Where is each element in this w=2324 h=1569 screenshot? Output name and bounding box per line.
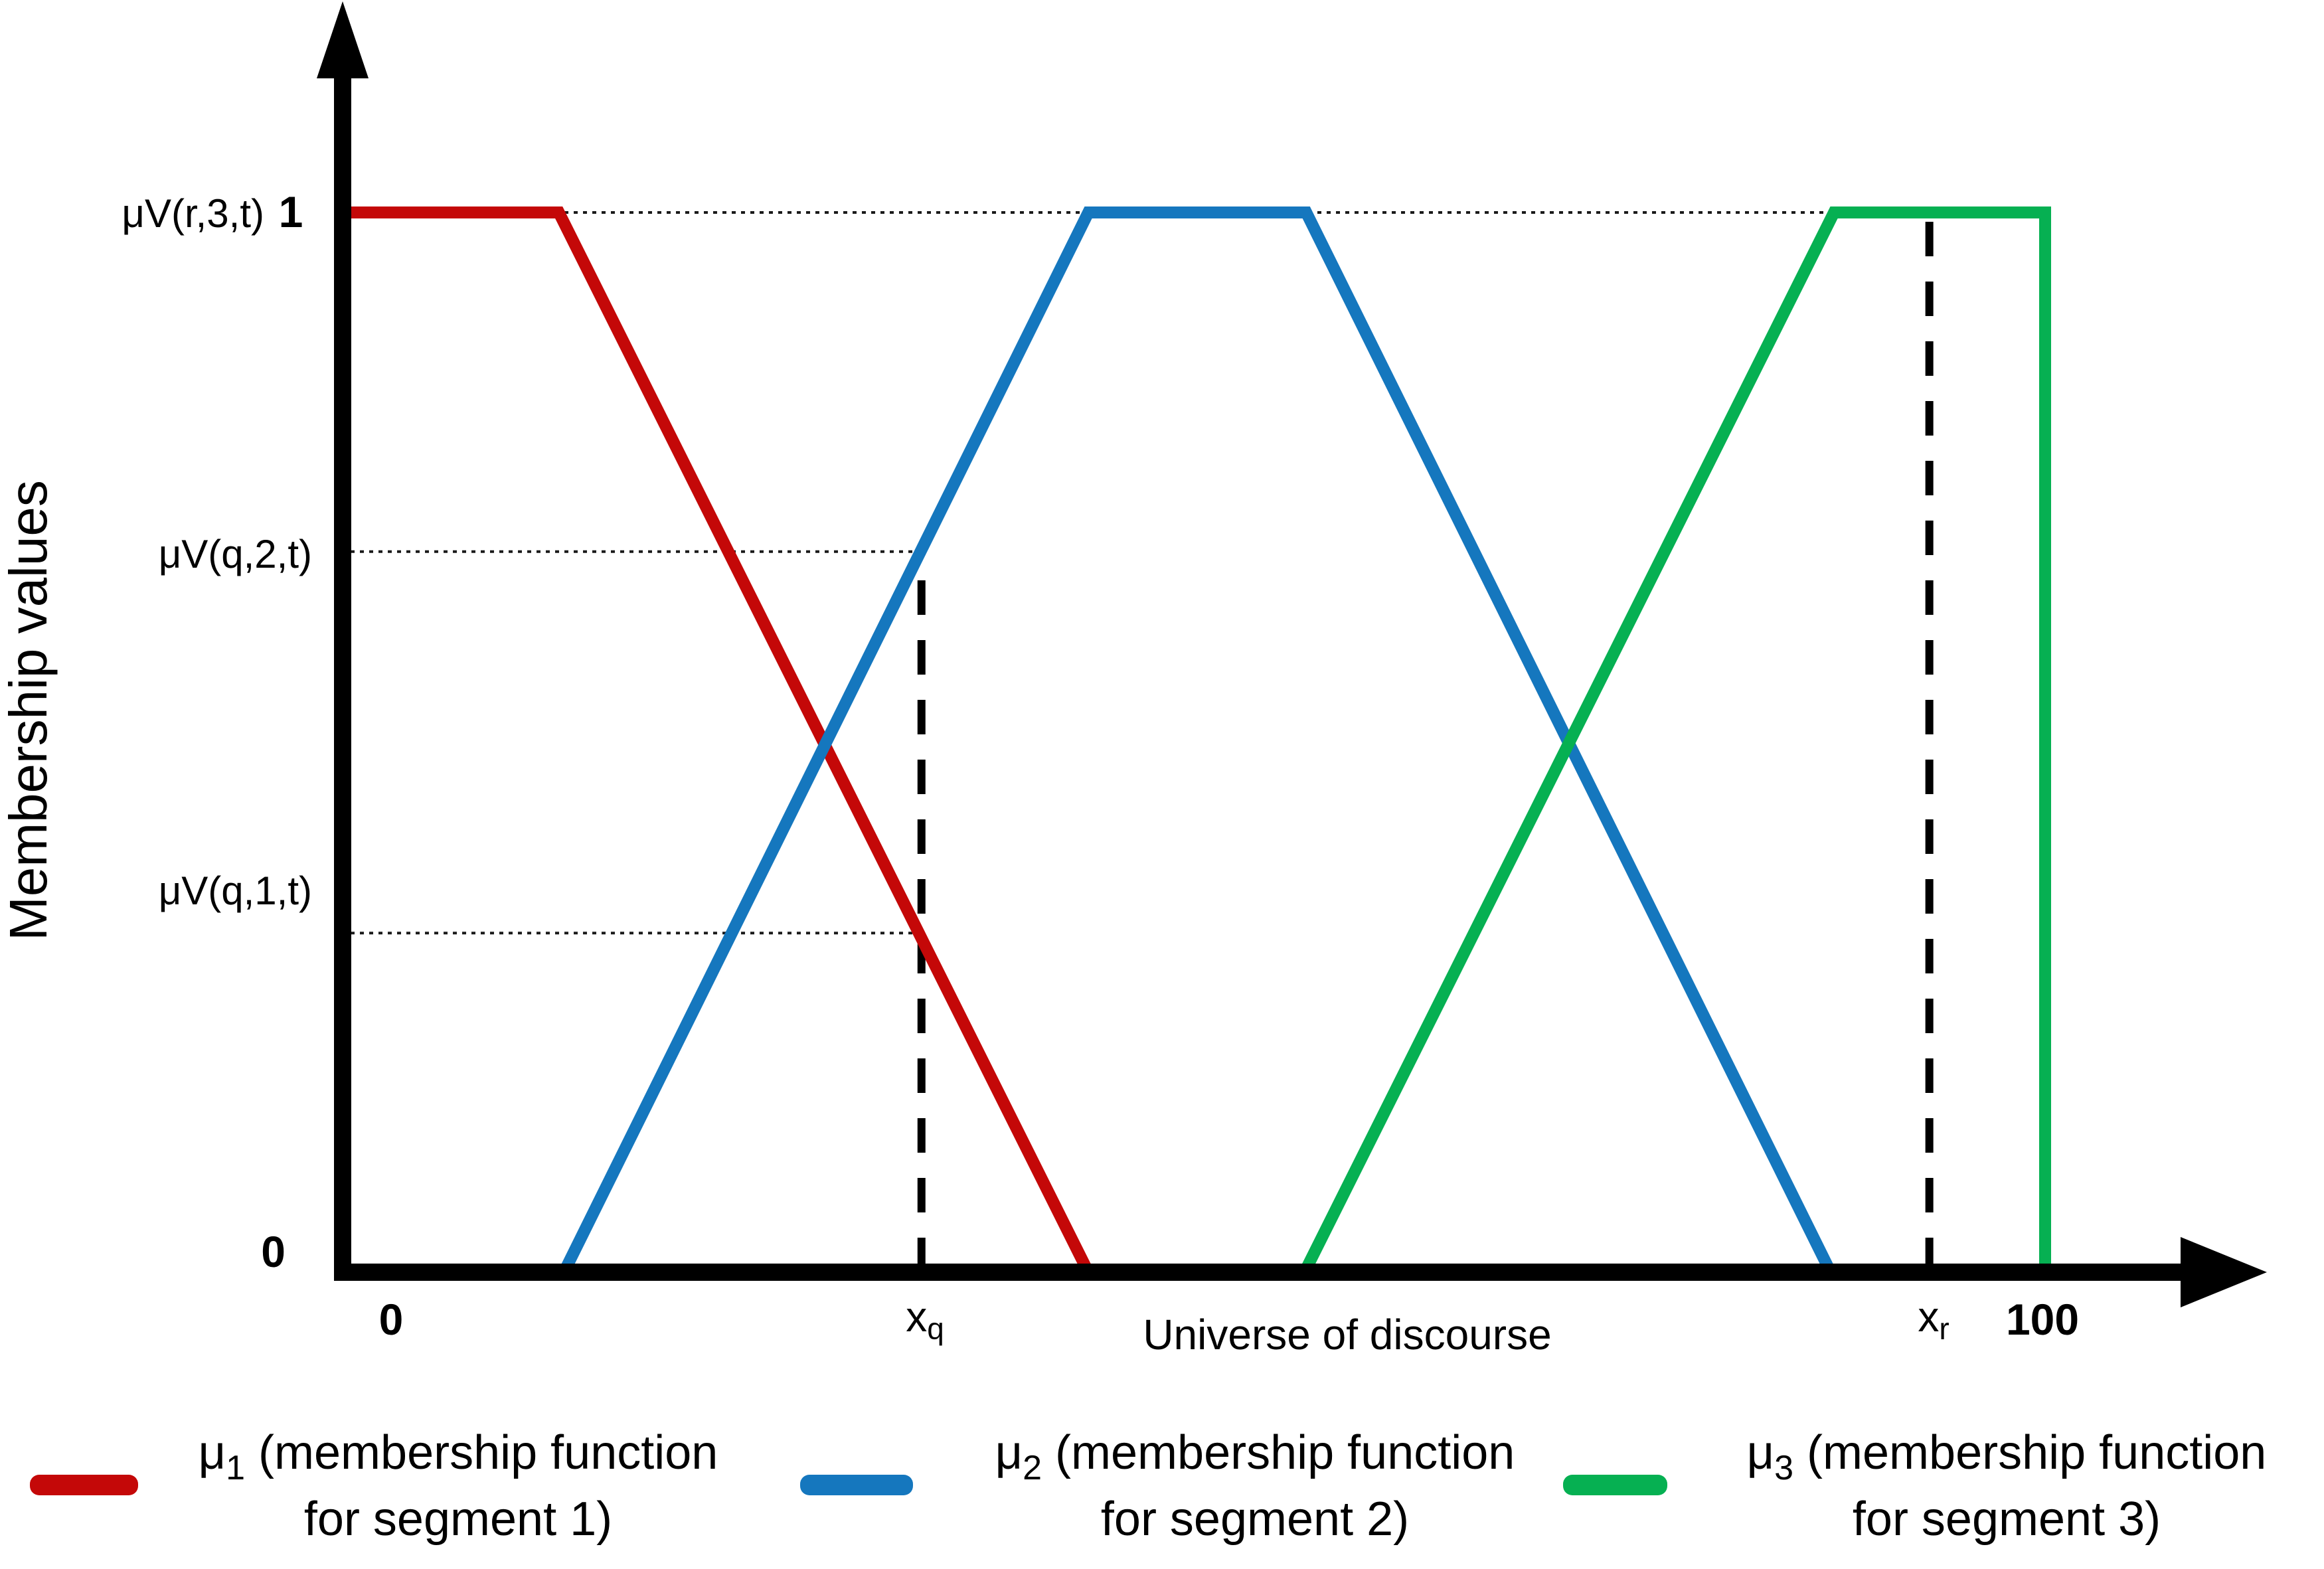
x-tick-100: 100 bbox=[2006, 1295, 2079, 1344]
legend-mu1-subscript: 1 bbox=[226, 1449, 245, 1487]
legend-mu2-subscript: 2 bbox=[1023, 1449, 1042, 1487]
legend-mu1-text: (membership function bbox=[245, 1426, 718, 1479]
legend-swatch-mu1 bbox=[30, 1475, 138, 1495]
y-label-mu-q2t: μV(q,2,t) bbox=[159, 532, 312, 576]
y-tick-zero: 0 bbox=[261, 1227, 286, 1276]
guide-dotted-lines bbox=[351, 211, 1835, 935]
legend: μ1 (membership function for segment 1) μ… bbox=[30, 1426, 2266, 1546]
crisp-input-dashed-lines bbox=[917, 212, 1934, 1272]
x-axis-arrowhead-icon bbox=[2181, 1237, 2267, 1307]
legend-swatch-mu3 bbox=[1563, 1475, 1667, 1495]
x-tick-xr-base: x bbox=[1918, 1293, 1939, 1341]
y-tick-one: 1 bbox=[279, 187, 303, 236]
legend-label-mu1-line2: for segment 1) bbox=[304, 1493, 612, 1546]
legend-label-mu3-line2: for segment 3) bbox=[1853, 1493, 2161, 1546]
x-tick-xq-base: x bbox=[906, 1293, 927, 1341]
legend-label-mu2-line1: μ2 (membership function bbox=[995, 1426, 1515, 1487]
x-tick-xq: xq bbox=[906, 1293, 944, 1346]
x-axis-title: Universe of discourse bbox=[1143, 1311, 1551, 1359]
legend-mu1-symbol: μ bbox=[199, 1426, 226, 1479]
legend-mu3-text: (membership function bbox=[1793, 1426, 2266, 1479]
y-label-mu-r3t: μV(r,3,t) bbox=[122, 191, 264, 236]
x-tick-xq-subscript: q bbox=[927, 1311, 944, 1346]
legend-mu2-symbol: μ bbox=[995, 1426, 1023, 1479]
legend-mu3-subscript: 3 bbox=[1774, 1449, 1793, 1487]
legend-label-mu2-line2: for segment 2) bbox=[1101, 1493, 1409, 1546]
membership-curve-2 bbox=[558, 206, 1837, 1275]
x-tick-zero: 0 bbox=[379, 1295, 404, 1344]
membership-curve-3 bbox=[1299, 206, 2051, 1276]
y-axis-arrowhead-icon bbox=[317, 1, 369, 78]
legend-label-mu3-line1: μ3 (membership function bbox=[1747, 1426, 2267, 1487]
y-label-mu-q1t: μV(q,1,t) bbox=[159, 868, 312, 913]
legend-label-mu1-line1: μ1 (membership function bbox=[199, 1426, 718, 1487]
y-axis-title: Membership values bbox=[0, 480, 58, 941]
legend-swatch-mu2 bbox=[800, 1475, 913, 1495]
membership-curve-1 bbox=[343, 206, 1094, 1276]
axes bbox=[317, 1, 2267, 1307]
x-tick-xr-subscript: r bbox=[1939, 1311, 1949, 1346]
legend-mu3-symbol: μ bbox=[1747, 1426, 1774, 1479]
x-tick-xr: xr bbox=[1918, 1293, 1949, 1346]
membership-function-curves bbox=[343, 206, 2051, 1276]
legend-mu2-text: (membership function bbox=[1042, 1426, 1515, 1479]
